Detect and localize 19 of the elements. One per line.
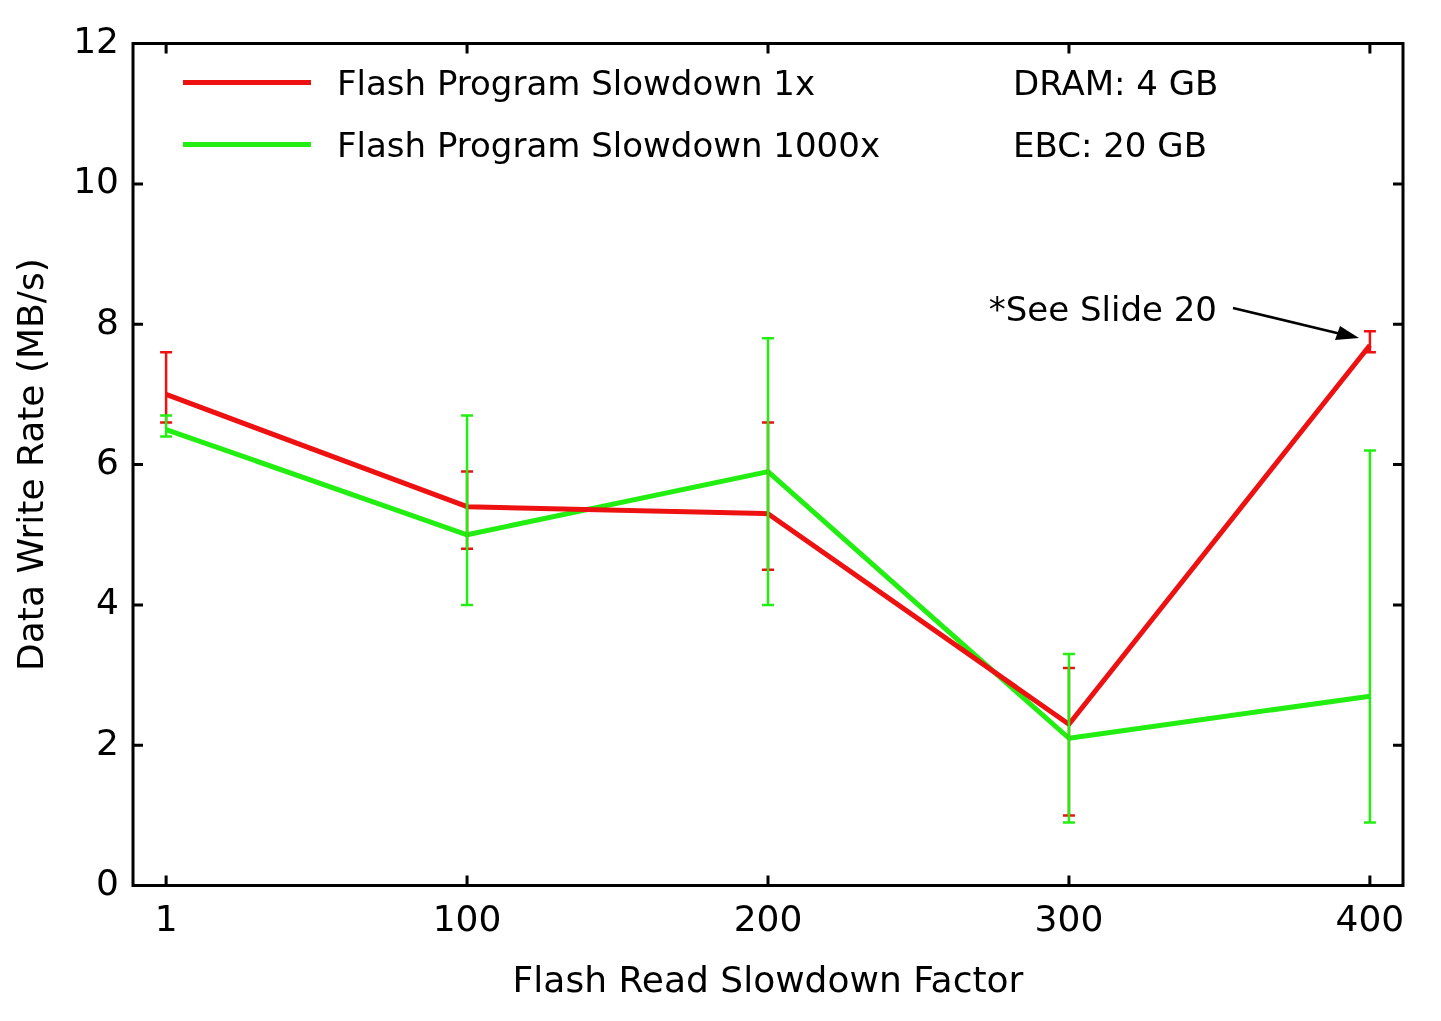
x-axis-title: Flash Read Slowdown Factor [512,958,1024,1000]
annotation: DRAM: 4 GB [1013,61,1219,105]
annotation: *See Slide 20 [988,289,1217,330]
y-tick-label: 4 [96,581,120,623]
x-tick-label: 200 [733,897,803,939]
y-tick-label: 10 [73,160,120,202]
y-tick-label: 6 [96,440,120,482]
y-tick-label: 2 [96,721,120,763]
annotation: EBC: 20 GB [1013,123,1208,167]
y-axis-title: Data Write Rate (MB/s) [9,258,51,671]
legend-label: Flash Program Slowdown 1x [337,62,816,103]
x-tick-label: 100 [432,897,502,939]
x-tick-label: 1 [154,897,178,939]
y-tick-label: 0 [96,861,120,903]
x-tick-label: 400 [1335,897,1405,939]
legend-label: Flash Program Slowdown 1000x [337,124,881,165]
y-tick-label: 12 [73,19,120,61]
y-tick-label: 8 [96,300,120,342]
x-tick-label: 300 [1034,897,1104,939]
